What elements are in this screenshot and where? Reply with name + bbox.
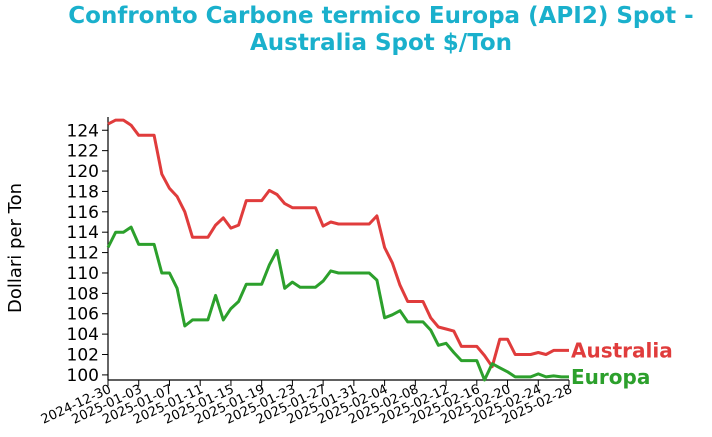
y-tick-label: 102	[67, 346, 99, 366]
y-tick-label: 114	[67, 223, 99, 243]
series-line-australia	[107, 118, 569, 369]
y-tick-label: 122	[67, 142, 99, 162]
axes	[107, 117, 569, 381]
y-tick-label: 116	[67, 203, 99, 223]
y-tick-label: 106	[67, 305, 99, 325]
y-tick-label: 100	[67, 366, 99, 386]
chart-title-line-2: Australia Spot $/Ton	[250, 30, 512, 56]
y-tick-label: 110	[67, 264, 99, 284]
series-labels: Australia Europa	[571, 338, 673, 389]
series-lines	[106, 118, 569, 382]
y-tick-label: 104	[67, 325, 99, 345]
series-line-europa	[106, 225, 569, 382]
y-tick-label: 124	[67, 121, 99, 141]
series-label-europa: Europa	[571, 365, 650, 389]
x-axis-ticks: 2024-12-302025-01-032025-01-072025-01-11…	[39, 380, 575, 428]
series-label-australia: Australia	[571, 338, 673, 362]
chart-title: Confronto Carbone termico Europa (API2) …	[68, 3, 693, 56]
chart-title-line-1: Confronto Carbone termico Europa (API2) …	[68, 3, 693, 29]
y-tick-label: 120	[67, 162, 99, 182]
y-tick-label: 118	[67, 182, 99, 202]
y-axis-label: Dollari per Ton	[5, 183, 26, 313]
y-tick-label: 108	[67, 284, 99, 304]
y-tick-label: 112	[67, 244, 99, 264]
